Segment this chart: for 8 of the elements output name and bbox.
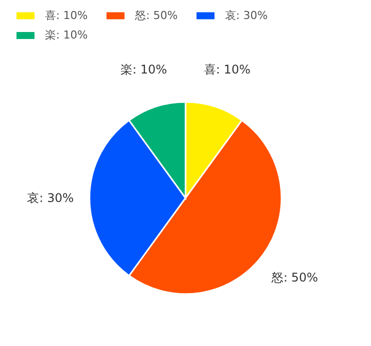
legend-label: 喜: 10% (45, 8, 88, 22)
slice-label: 怒: 50% (270, 270, 318, 284)
legend-label: 哀: 30% (225, 8, 268, 22)
legend-label: 楽: 10% (45, 28, 88, 42)
slice-label: 喜: 10% (204, 62, 250, 77)
slice-label: 楽: 10% (120, 62, 168, 77)
legend-label: 怒: 50% (134, 8, 178, 22)
slice-label: 哀: 30% (27, 191, 74, 205)
